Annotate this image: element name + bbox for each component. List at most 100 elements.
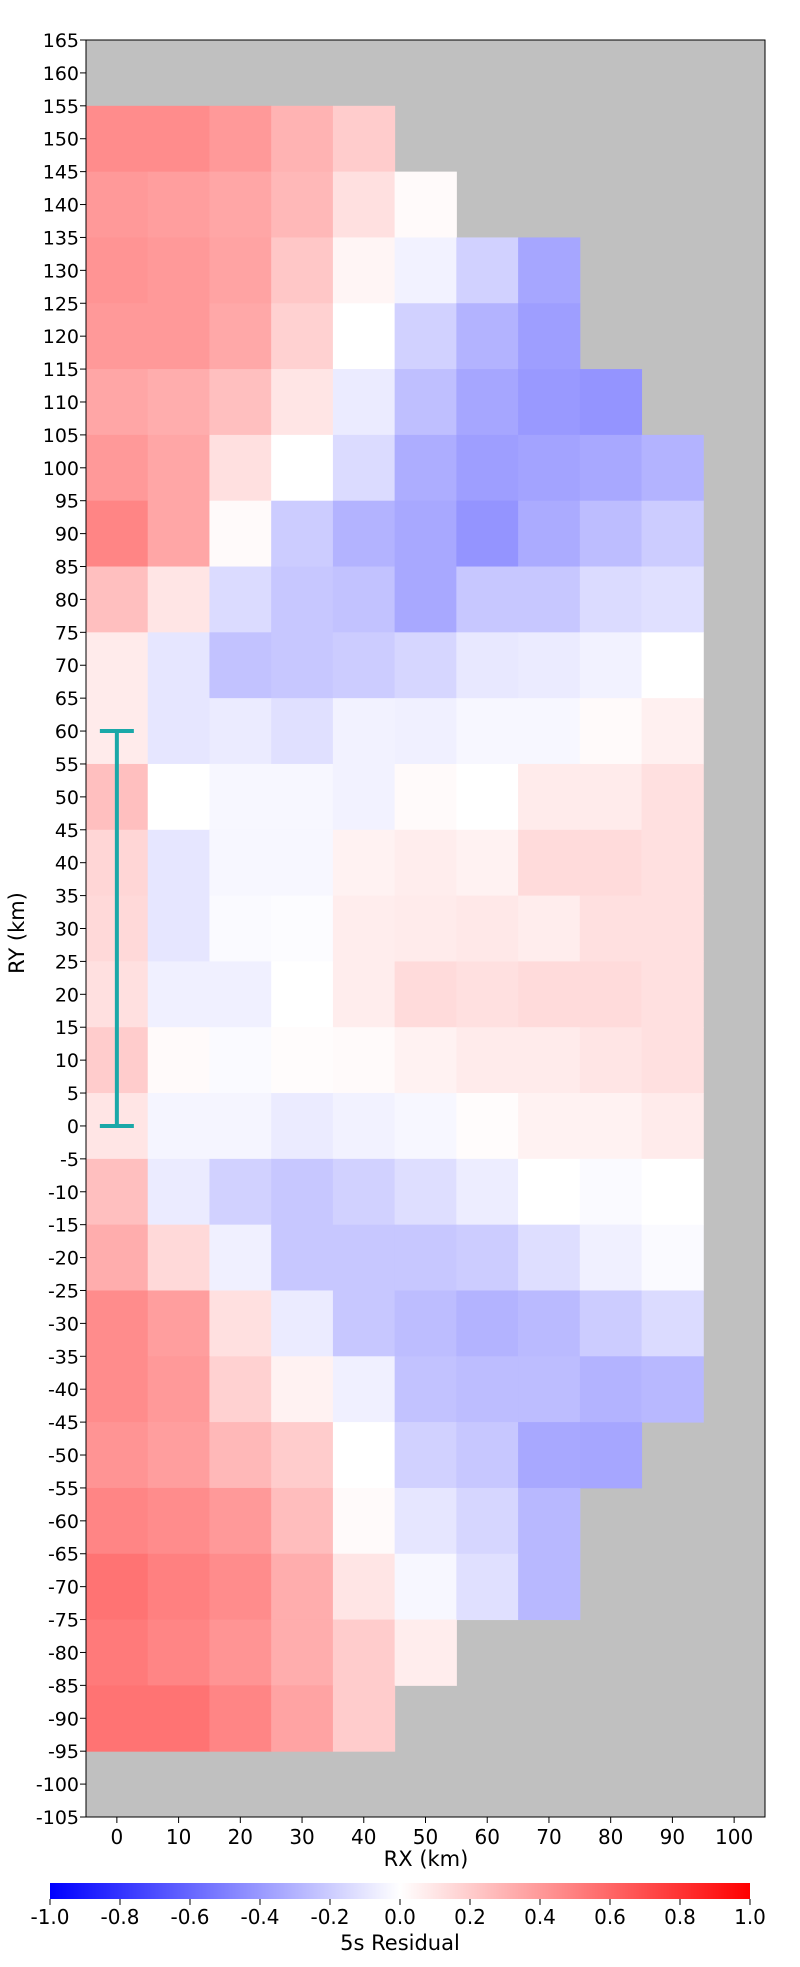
heatmap-cell (518, 1422, 581, 1489)
heatmap-cell (579, 1093, 643, 1160)
heatmap-cell (332, 1027, 396, 1094)
heatmap-cell (271, 961, 334, 1028)
heatmap-cell (641, 1158, 704, 1226)
heatmap-cell (394, 237, 457, 304)
y-tick-label: 15 (55, 1017, 79, 1039)
heatmap-cell (518, 1487, 581, 1555)
heatmap-cell (271, 369, 334, 436)
colorbar-tick-label: 0.2 (454, 1905, 486, 1929)
y-tick-label: -40 (48, 1379, 79, 1401)
heatmap-cell (518, 434, 581, 502)
x-tick-label: 30 (289, 1825, 314, 1849)
heatmap-cell (147, 698, 210, 765)
heatmap-cell (332, 434, 396, 502)
y-axis-label: RY (km) (5, 892, 29, 974)
heatmap-cell (271, 895, 334, 962)
heatmap-cell (641, 434, 704, 502)
heatmap-cell (332, 763, 396, 831)
heatmap-cell (209, 1553, 272, 1621)
heatmap-cell (394, 895, 457, 962)
y-tick-label: 140 (43, 195, 79, 217)
y-axis-ticks: 1651601551501451401351301251201151101051… (36, 30, 86, 1829)
y-tick-label: 125 (43, 293, 79, 315)
x-tick-label: 80 (598, 1825, 623, 1849)
heatmap-cell (394, 369, 457, 436)
heatmap-cell (641, 961, 704, 1028)
heatmap-cell (641, 1224, 704, 1291)
heatmap-cell (456, 1553, 519, 1621)
heatmap-cell (147, 1290, 210, 1357)
heatmap-cell (456, 829, 519, 897)
heatmap-cell (456, 303, 519, 370)
y-tick-label: 150 (43, 129, 79, 151)
heatmap-cell (579, 829, 643, 897)
heatmap-cell (456, 369, 519, 436)
y-tick-label: 25 (55, 951, 79, 973)
heatmap-cell (332, 1224, 396, 1291)
heatmap-cell (271, 632, 334, 699)
heatmap-cell (209, 763, 272, 831)
heatmap-cell (332, 895, 396, 962)
colorbar-ticks: -1.0 -0.8 -0.6 -0.4 -0.2 0.0 0.2 0.4 0.6 0.8 1.0 (30, 1899, 766, 1929)
y-tick-label: -105 (36, 1807, 79, 1829)
heatmap-cell (518, 566, 581, 633)
x-tick-label: 20 (228, 1825, 253, 1849)
heatmap-cell (147, 829, 210, 897)
heatmap-cells (86, 105, 704, 1752)
x-tick-label: 40 (351, 1825, 376, 1849)
heatmap-cell (209, 303, 272, 370)
heatmap-cell (209, 105, 272, 173)
heatmap-cell (579, 369, 643, 436)
heatmap-cell (147, 1619, 210, 1686)
heatmap-cell (332, 105, 396, 173)
heatmap-cell (147, 632, 210, 699)
heatmap-cell (332, 961, 396, 1028)
heatmap-cell (518, 1356, 581, 1423)
heatmap-cell (209, 237, 272, 304)
heatmap-cell (271, 1619, 334, 1686)
heatmap-cell (456, 237, 519, 304)
heatmap-cell (394, 500, 457, 568)
heatmap-cell (518, 237, 581, 304)
heatmap-cell (147, 895, 210, 962)
y-tick-label: 70 (55, 655, 79, 677)
y-tick-label: 30 (55, 919, 79, 941)
heatmap-cell (86, 237, 149, 304)
heatmap-cell (579, 1290, 643, 1357)
heatmap-cell (147, 1158, 210, 1226)
heatmap-cell (271, 500, 334, 568)
heatmap-cell (147, 961, 210, 1028)
heatmap-cell (394, 566, 457, 633)
y-tick-label: 115 (43, 359, 79, 381)
x-axis-ticks: 0 10 20 30 40 50 60 70 80 90 100 (110, 1817, 753, 1849)
y-tick-label: -60 (48, 1511, 79, 1533)
heatmap-cell (641, 829, 704, 897)
heatmap-cell (518, 500, 581, 568)
heatmap-cell (641, 566, 704, 633)
heatmap-cell (518, 1224, 581, 1291)
heatmap-cell (271, 829, 334, 897)
heatmap-cell (271, 1158, 334, 1226)
heatmap-cell (209, 1487, 272, 1555)
x-tick-label: 50 (413, 1825, 438, 1849)
heatmap-cell (456, 1158, 519, 1226)
y-tick-label: 95 (55, 491, 79, 513)
heatmap-cell (394, 1290, 457, 1357)
heatmap-cell (86, 1224, 149, 1291)
heatmap-cell (579, 632, 643, 699)
y-tick-label: 55 (55, 754, 79, 776)
heatmap-cell (579, 500, 643, 568)
x-tick-label: 60 (475, 1825, 500, 1849)
heatmap-cell (394, 1027, 457, 1094)
heatmap-cell (579, 895, 643, 962)
heatmap-cell (86, 1685, 149, 1752)
heatmap-cell (209, 369, 272, 436)
y-tick-label: 85 (55, 557, 79, 579)
heatmap-cell (394, 829, 457, 897)
heatmap-cell (271, 303, 334, 370)
colorbar-tick-label: -1.0 (30, 1905, 69, 1929)
y-tick-label: 40 (55, 853, 79, 875)
heatmap-cell (147, 500, 210, 568)
y-tick-label: 10 (55, 1050, 79, 1072)
heatmap-cell (209, 1224, 272, 1291)
